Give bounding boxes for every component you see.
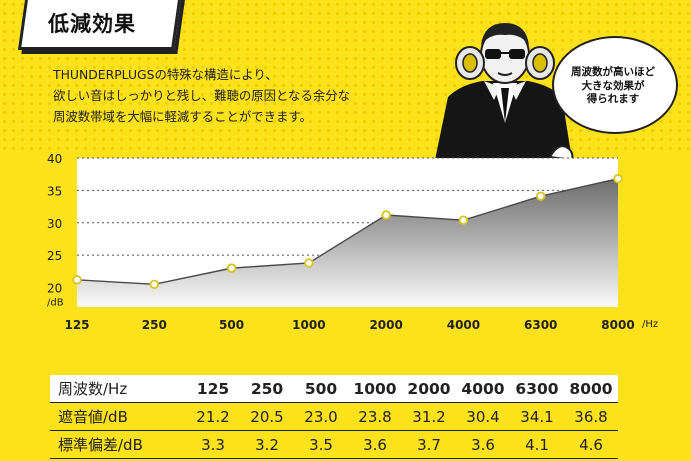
table-cell: 3.6 [471,435,495,454]
x-tick-label: 1000 [292,318,325,332]
table-header-row: 周波数/Hz 125 250 500 1000 2000 4000 6300 8… [50,375,618,403]
data-area [77,178,618,307]
table-cell: 3.7 [417,435,441,454]
data-point [72,275,82,285]
table-cell: 20.5 [250,407,284,426]
y-tick-label: 20 [47,282,62,296]
y-tick-label: 35 [47,184,62,198]
table-cell: 36.8 [574,407,608,426]
speech-bubble-text: 周波数が高いほど 大きな効果が 得られます [562,66,664,107]
table-cell: 3.3 [201,435,225,454]
data-point [304,258,314,268]
intro-line: 欲しい音はしっかりと残し、難聴の原因となる余分な [53,88,351,103]
data-point [613,174,623,184]
table-cell: 30.4 [466,407,500,426]
attenuation-table: 周波数/Hz 125 250 500 1000 2000 4000 6300 8… [50,375,618,459]
data-point [226,263,237,273]
table-header-cell: 1000 [353,379,397,398]
speech-bubble [552,36,678,134]
table-cell: 4.1 [525,435,549,454]
table-header-label: 周波数/Hz [58,380,128,398]
table-cell: 23.0 [304,407,338,426]
data-point [381,210,391,220]
y-unit-label: /dB [47,298,64,309]
bubble-line: 大きな効果が [581,79,645,92]
y-tick-label: 40 [47,152,62,166]
table-header-cell: 125 [196,379,230,398]
table-header-cell: 4000 [461,379,505,398]
intro-text: THUNDERPLUGSの特殊な構造により、 欲しい音はしっかりと残し、難聴の原… [53,64,350,127]
table-cell: 3.6 [363,435,387,454]
intro-line: THUNDERPLUGSの特殊な構造により、 [53,67,278,82]
table-header-cell: 6300 [515,379,559,398]
intro-line: 周波数帯域を大幅に軽減することができます。 [53,109,312,124]
table-cell: 3.2 [255,435,279,454]
table-header-cell: 250 [250,379,284,398]
data-point [149,279,159,290]
table-cell: 23.8 [358,407,392,426]
table-header-cell: 8000 [569,379,613,398]
table-row-label: 遮音値/dB [58,408,128,426]
x-tick-label: 125 [64,318,89,332]
data-point [458,215,469,225]
x-tick-label: 8000 [601,318,634,332]
x-tick-label: 250 [142,318,167,332]
table-cell: 4.6 [579,435,603,454]
table-header-cell: 2000 [407,379,451,398]
data-point [536,191,546,201]
bubble-line: 周波数が高いほど [571,66,655,78]
page-title: 低減効果 [48,12,136,36]
table-cell: 21.2 [196,407,230,426]
table-row: 標準偏差/dB 3.3 3.2 3.5 3.6 3.7 3.6 4.1 4.6 [50,431,618,459]
mascot-illustration [435,23,574,160]
x-tick-label: 6300 [524,318,557,332]
y-tick-label: 30 [47,217,62,231]
y-tick-label: 25 [47,249,62,263]
table-header-cell: 500 [304,379,338,398]
table-row: 遮音値/dB 21.2 20.5 23.0 23.8 31.2 30.4 34.… [50,403,618,431]
data-line [76,178,619,286]
table-cell: 31.2 [412,407,446,426]
x-tick-label: 4000 [447,318,480,332]
x-unit-label: /Hz [642,319,658,330]
table-cell: 34.1 [520,407,554,426]
bubble-line: 得られます [586,93,640,105]
x-tick-label: 2000 [369,318,402,332]
table-cell: 3.5 [309,435,333,454]
x-tick-label: 500 [219,318,244,332]
table-row-label: 標準偏差/dB [58,436,143,454]
